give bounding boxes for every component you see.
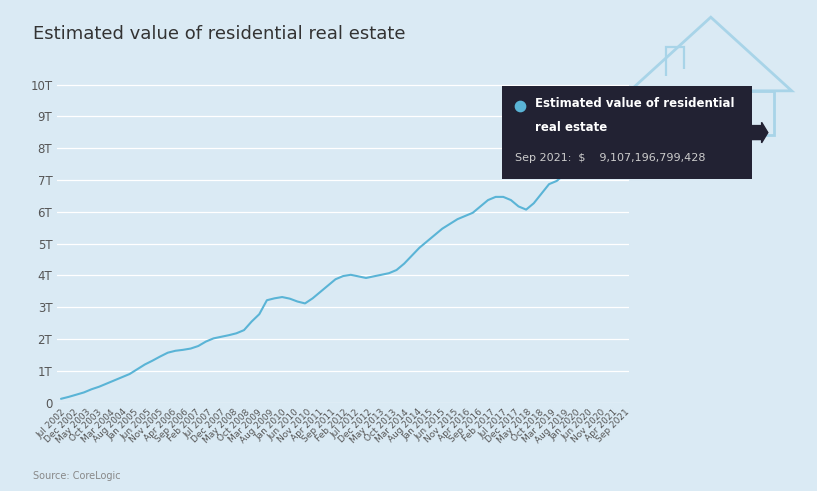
Text: Estimated value of residential: Estimated value of residential bbox=[535, 97, 734, 110]
Point bbox=[618, 109, 632, 117]
FancyArrow shape bbox=[752, 122, 768, 143]
Text: Sep 2021:  $    9,107,196,799,428: Sep 2021: $ 9,107,196,799,428 bbox=[515, 153, 705, 163]
Text: Source: CoreLogic: Source: CoreLogic bbox=[33, 471, 120, 481]
Text: real estate: real estate bbox=[535, 121, 607, 135]
Text: Estimated value of residential real estate: Estimated value of residential real esta… bbox=[33, 25, 405, 43]
